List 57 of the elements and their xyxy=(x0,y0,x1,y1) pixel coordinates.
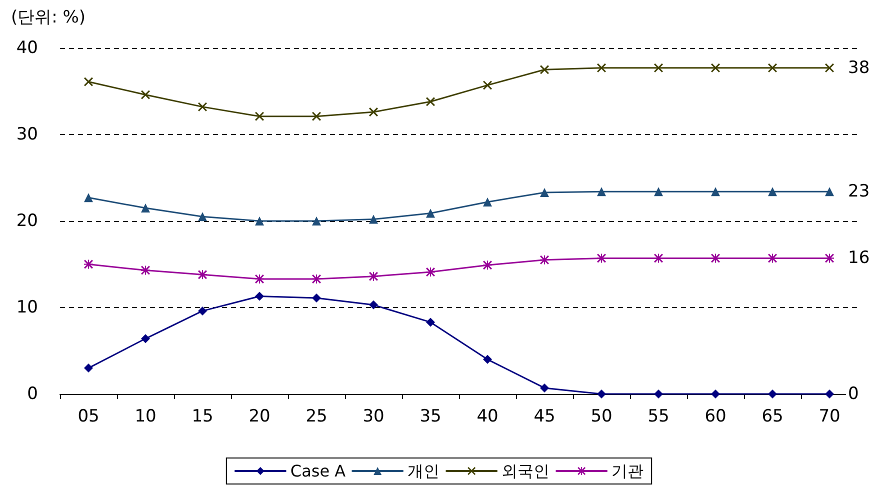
point xyxy=(312,216,321,226)
data-label: 0 xyxy=(848,384,859,404)
y-axis-title: (단위: %) xyxy=(11,8,86,28)
point xyxy=(255,292,264,301)
x-tick-label: 60 xyxy=(704,406,726,426)
point xyxy=(825,390,834,398)
point xyxy=(654,390,663,398)
x-tick-label: 50 xyxy=(590,406,612,426)
x-tick-label: 70 xyxy=(818,406,840,426)
point xyxy=(483,354,492,364)
legend-label: 기관 xyxy=(612,462,644,480)
point xyxy=(768,187,777,196)
x-tick-label: 45 xyxy=(534,406,556,426)
point xyxy=(369,108,378,117)
point xyxy=(84,193,93,202)
y-tick-label: 0 xyxy=(27,384,38,404)
y-tick-label: 30 xyxy=(16,124,38,144)
y-tick-label: 10 xyxy=(16,298,38,318)
point xyxy=(141,334,150,344)
point xyxy=(483,197,492,206)
point xyxy=(426,208,435,218)
legend-label: 개인 xyxy=(408,462,440,480)
legend-label: Case A xyxy=(290,462,346,480)
legend-label: 외국인 xyxy=(502,462,550,480)
point xyxy=(369,214,378,224)
x-tick-label: 40 xyxy=(476,406,498,426)
point xyxy=(711,390,720,398)
point xyxy=(597,390,606,398)
x-tick-label: 25 xyxy=(306,406,328,426)
x-tick-label: 55 xyxy=(648,406,670,426)
x-tick-label: 20 xyxy=(248,406,270,426)
data-label: 16 xyxy=(848,248,870,268)
x-tick-label: 15 xyxy=(192,406,214,426)
point xyxy=(540,188,549,197)
point xyxy=(540,383,549,392)
y-tick-label: 20 xyxy=(16,211,38,231)
point xyxy=(654,187,663,196)
x-tick-label: 30 xyxy=(362,406,384,426)
point xyxy=(255,216,264,226)
point xyxy=(711,187,720,196)
data-label: 23 xyxy=(848,182,870,202)
point xyxy=(597,187,606,196)
point xyxy=(141,204,150,213)
x-tick-label: 65 xyxy=(762,406,784,426)
point xyxy=(768,390,777,398)
point xyxy=(825,187,834,196)
point xyxy=(198,306,207,316)
point xyxy=(426,318,435,327)
point xyxy=(312,293,321,302)
point xyxy=(198,212,207,222)
y-tick-label: 40 xyxy=(16,38,38,58)
x-tick-label: 35 xyxy=(420,406,442,426)
x-tick-label: 10 xyxy=(134,406,156,426)
x-tick-label: 05 xyxy=(78,406,100,426)
point xyxy=(84,364,93,373)
point xyxy=(369,300,378,310)
data-label: 38 xyxy=(848,58,870,78)
